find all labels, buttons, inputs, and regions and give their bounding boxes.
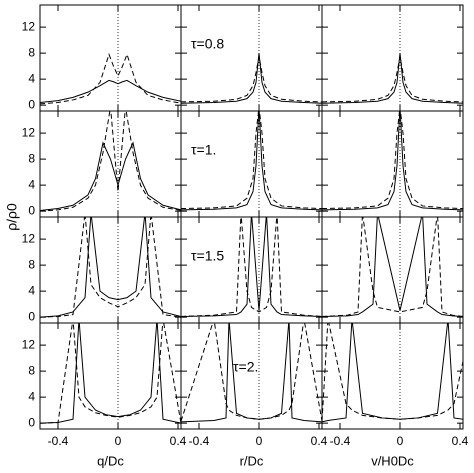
y-tick-label: 0	[28, 203, 35, 217]
y-tick-label: 4	[28, 389, 35, 403]
plot-area	[40, 323, 181, 424]
plot-area	[181, 217, 322, 317]
line-series	[322, 53, 463, 104]
frame	[180, 110, 323, 218]
line-series	[40, 217, 181, 318]
x-axis-label: v/H0Dc	[371, 453, 414, 468]
y-tick-label: 4	[28, 283, 35, 297]
y-tick-label: 4	[28, 71, 35, 85]
y-tick-label: 12	[22, 337, 36, 351]
plot-area	[40, 217, 181, 318]
y-tick-label: 0	[28, 309, 35, 323]
y-tick-label: 8	[28, 151, 35, 165]
frame	[39, 322, 182, 430]
plot-area	[40, 111, 181, 212]
plot-area	[181, 323, 322, 423]
frame	[39, 110, 182, 218]
y-tick-label: 0	[28, 415, 35, 429]
x-axis-label: q/Dc	[97, 453, 124, 468]
line-series	[322, 111, 463, 210]
line-series	[322, 323, 463, 422]
y-tick-label: 12	[22, 19, 36, 33]
x-tick-label: 0	[397, 434, 404, 448]
y-axis-label: ρ/ρ0	[4, 203, 20, 231]
line-series	[181, 56, 322, 103]
y-tick-label: 4	[28, 177, 35, 191]
y-tick-label: 8	[28, 363, 35, 377]
x-tick-label: 0	[256, 434, 263, 448]
x-tick-label: -0.4	[48, 434, 69, 448]
annotation: τ=1.	[191, 142, 216, 158]
line-series	[40, 217, 181, 318]
line-series	[181, 53, 322, 104]
line-series	[322, 217, 463, 317]
frame	[321, 110, 464, 218]
line-series	[40, 141, 181, 211]
x-tick-label: 0.4	[311, 434, 328, 448]
line-series	[40, 323, 181, 424]
line-series	[181, 217, 322, 317]
y-tick-label: 0	[28, 97, 35, 111]
line-series	[322, 217, 463, 317]
line-series	[40, 323, 181, 424]
y-tick-label: 8	[28, 45, 35, 59]
y-tick-label: 8	[28, 257, 35, 271]
y-tick-label: 12	[22, 231, 36, 245]
line-series	[322, 323, 463, 423]
line-series	[181, 111, 322, 210]
line-series	[40, 111, 181, 212]
plot-area	[181, 111, 322, 211]
line-series	[322, 111, 463, 211]
x-tick-label: 0	[115, 434, 122, 448]
plot-area	[322, 53, 463, 104]
line-series	[40, 52, 181, 105]
plot-area	[322, 217, 463, 317]
line-series	[181, 111, 322, 211]
plot-area	[181, 53, 322, 104]
annotation: τ=2.	[233, 359, 258, 375]
x-tick-label: -0.4	[330, 434, 351, 448]
x-tick-label: -0.4	[189, 434, 210, 448]
x-tick-label: 0.4	[452, 434, 469, 448]
frame	[180, 4, 323, 112]
plot-area	[322, 323, 463, 423]
frame	[39, 216, 182, 324]
annotation: τ=0.8	[191, 36, 224, 52]
y-tick-label: 12	[22, 125, 36, 139]
x-axis-label: r/Dc	[240, 453, 264, 468]
line-series	[40, 79, 181, 104]
line-series	[322, 56, 463, 103]
x-tick-label: 0.4	[170, 434, 187, 448]
plot-area	[40, 52, 181, 105]
plot-area	[322, 111, 463, 211]
line-series	[181, 217, 322, 317]
frame	[321, 4, 464, 112]
line-series	[181, 323, 322, 423]
line-series	[181, 323, 322, 422]
frame	[321, 322, 464, 430]
annotation: τ=1.5	[191, 248, 224, 264]
